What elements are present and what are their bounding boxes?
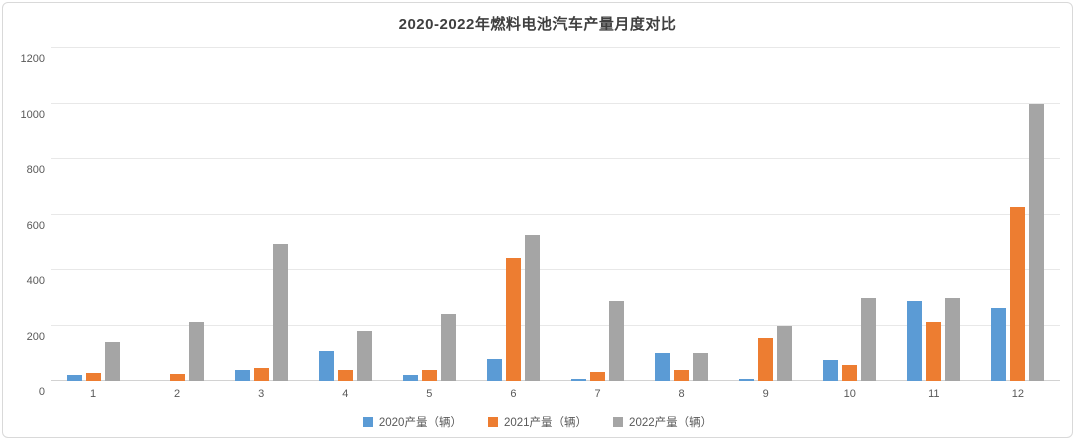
bar-2022-month-9 — [777, 325, 793, 381]
bar-2022-month-10 — [861, 297, 877, 381]
x-axis-label-7: 7 — [594, 388, 601, 400]
bar-2020-month-10 — [823, 360, 839, 381]
y-tick-label-200: 200 — [26, 330, 45, 343]
bar-2021-month-9 — [758, 338, 774, 381]
bar-2022-month-1 — [104, 341, 120, 381]
month-group-4: 4 — [303, 48, 387, 400]
y-tick-label-1000: 1000 — [20, 108, 45, 121]
bar-2021-month-7 — [590, 371, 605, 381]
bar-2021-month-1 — [85, 372, 101, 381]
bar-2020-month-12 — [991, 308, 1007, 381]
legend-swatch-icon — [487, 417, 498, 427]
month-group-1: 1 — [51, 48, 135, 400]
legend-item-2020: 2020产量（辆） — [362, 414, 462, 430]
bar-2021-month-2 — [169, 373, 185, 381]
gridline-1000: 1000 — [21, 102, 1060, 121]
y-tick-label-800: 800 — [26, 164, 45, 176]
x-axis-label-5: 5 — [426, 388, 433, 400]
month-group-7: 7 — [555, 48, 639, 400]
bar-2021-month-4 — [337, 369, 353, 381]
bar-2020-month-8 — [655, 353, 671, 381]
month-group-3: 3 — [219, 48, 303, 400]
y-tick-label-400: 400 — [26, 275, 45, 287]
bar-2022-month-12 — [1029, 103, 1045, 381]
bar-2021-month-8 — [674, 369, 690, 381]
bar-2021-month-12 — [1010, 207, 1026, 381]
bar-2022-month-5 — [440, 313, 456, 381]
bar-2020-month-9 — [739, 378, 755, 381]
gridline-600: 600 — [27, 213, 1060, 232]
bar-2021-month-10 — [842, 365, 858, 381]
bar-2020-month-1 — [66, 375, 82, 381]
x-axis-label-2: 2 — [174, 388, 181, 400]
legend-item-2022: 2022产量（辆） — [613, 414, 712, 430]
bar-2022-month-7 — [609, 300, 624, 381]
bar-2020-month-4 — [318, 351, 334, 381]
bar-2020-month-3 — [234, 369, 250, 381]
x-axis-label-3: 3 — [258, 388, 265, 400]
bar-2020-month-6 — [486, 358, 502, 381]
x-axis-label-11: 11 — [928, 388, 940, 400]
x-axis-label-8: 8 — [678, 388, 685, 400]
bar-2022-month-8 — [693, 353, 709, 381]
plot-area: 0 200 400 600 800 1000 1200 1 2 3 4 5 6 7 8 9 10 11 12 — [21, 47, 1060, 400]
bar-2021-month-11 — [926, 322, 942, 381]
bar-2021-month-6 — [505, 258, 521, 381]
month-group-11: 11 — [892, 48, 976, 400]
x-axis-label-1: 1 — [89, 388, 97, 400]
gridline-800: 800 — [27, 158, 1060, 176]
month-group-10: 10 — [808, 48, 892, 400]
month-group-2: 2 — [135, 48, 219, 400]
gridline-0: 0 — [39, 380, 1060, 398]
legend-swatch-icon — [362, 417, 373, 427]
legend-label: 2022产量（辆） — [629, 417, 713, 429]
bar-groups: 1 2 3 4 5 6 7 8 9 10 11 12 — [51, 48, 1060, 400]
gridline-200: 200 — [27, 324, 1060, 343]
bar-2022-month-2 — [188, 322, 204, 381]
y-tick-label-600: 600 — [26, 219, 45, 232]
month-group-8: 8 — [640, 48, 724, 400]
bar-2020-month-7 — [571, 378, 586, 381]
gridline-1200: 1200 — [21, 47, 1060, 65]
y-tick-label-1200: 1200 — [20, 53, 45, 65]
bar-2021-month-3 — [253, 367, 269, 381]
chart-title: 2020-2022年燃料电池汽车产量月度对比 — [398, 16, 677, 33]
month-group-12: 12 — [976, 48, 1060, 400]
bar-2021-month-5 — [421, 369, 437, 381]
month-group-9: 9 — [724, 48, 808, 400]
bar-2022-month-11 — [945, 297, 961, 381]
x-axis-label-6: 6 — [510, 388, 517, 400]
x-axis-label-10: 10 — [843, 388, 856, 400]
x-axis-label-4: 4 — [342, 388, 349, 400]
bar-2020-month-5 — [402, 375, 418, 381]
legend: 2020产量（辆） 2021产量（辆） 2022产量（辆） — [3, 414, 1072, 430]
month-group-5: 5 — [387, 48, 471, 400]
legend-label: 2020产量（辆） — [378, 417, 462, 429]
legend-item-2021: 2021产量（辆） — [487, 414, 588, 430]
y-tick-label-0: 0 — [38, 386, 45, 398]
gridline-400: 400 — [27, 269, 1060, 287]
bar-2022-month-6 — [524, 234, 540, 381]
month-group-6: 6 — [471, 48, 555, 400]
bar-2022-month-3 — [272, 243, 288, 381]
x-axis-label-9: 9 — [762, 388, 769, 400]
legend-swatch-icon — [613, 417, 624, 427]
bar-2022-month-4 — [356, 331, 372, 381]
x-axis-label-12: 12 — [1011, 388, 1025, 400]
bar-2020-month-11 — [907, 301, 923, 381]
legend-label: 2021产量（辆） — [503, 417, 588, 429]
